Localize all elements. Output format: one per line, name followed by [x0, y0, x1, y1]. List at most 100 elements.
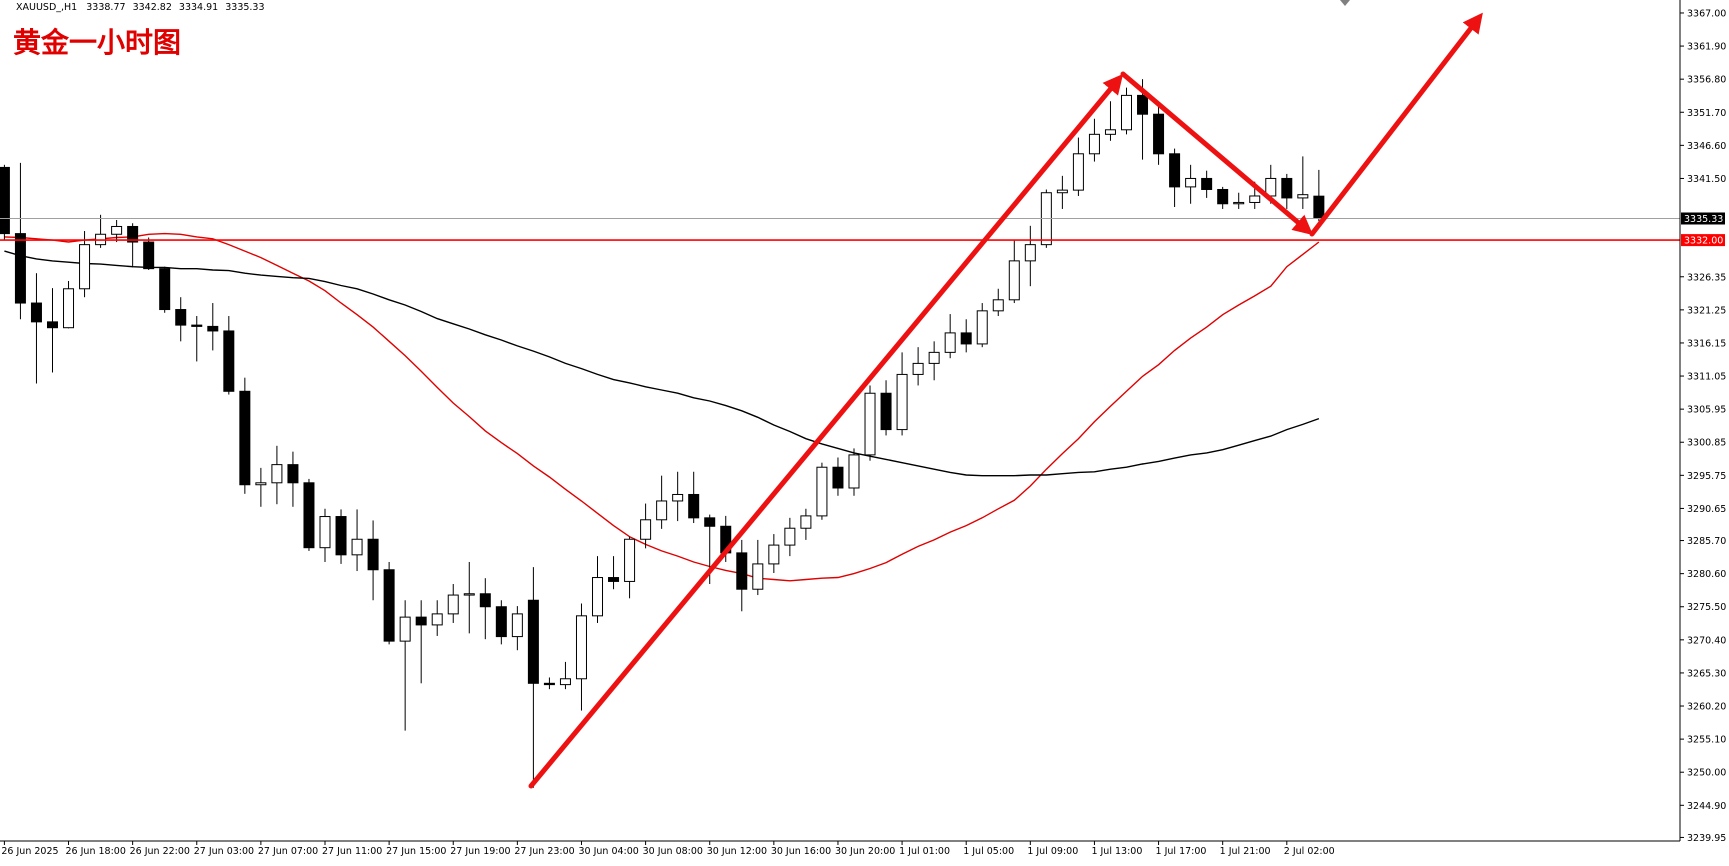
- candle-body: [367, 538, 379, 571]
- header-open: 3338.77: [86, 2, 125, 13]
- arrow-up: [528, 73, 1124, 789]
- candle-body: [335, 516, 347, 556]
- y-tick-label: 3265.30: [1687, 668, 1726, 679]
- candle-body: [415, 616, 427, 626]
- candle-body: [14, 233, 26, 304]
- candle-body: [1008, 260, 1020, 301]
- candle-body: [1153, 113, 1165, 155]
- candle-body: [1121, 94, 1132, 131]
- x-tick-label: 1 Jul 13:00: [1091, 846, 1142, 857]
- candle-body: [319, 516, 331, 549]
- candle-body: [624, 538, 636, 582]
- candle-body: [543, 682, 555, 686]
- y-tick-label: 3255.10: [1687, 735, 1726, 746]
- candle-body: [111, 225, 123, 235]
- y-tick-label: 3361.90: [1687, 42, 1726, 53]
- arrow-up-forecast: [1309, 12, 1483, 237]
- candle-body: [399, 616, 411, 642]
- x-tick-label: 26 Jun 22:00: [130, 846, 190, 857]
- candle-body: [880, 392, 892, 431]
- y-tick-label: 3280.60: [1687, 569, 1726, 580]
- candle-body: [383, 569, 395, 642]
- candle-body: [46, 321, 58, 329]
- candle-body: [736, 552, 748, 590]
- chart-header: XAUUSD_,H1 3338.77 3342.82 3334.91 3335.…: [16, 2, 265, 13]
- y-tick-label: 3356.80: [1687, 75, 1726, 86]
- x-tick-label: 30 Jun 12:00: [707, 846, 767, 857]
- candle-body: [1233, 201, 1245, 205]
- candle-body: [784, 527, 796, 546]
- candle-body: [816, 466, 828, 517]
- x-tick-label: 1 Jul 21:00: [1220, 846, 1271, 857]
- price-label-box: [1681, 212, 1725, 225]
- candle-body: [30, 302, 42, 323]
- arrow-down: [1120, 71, 1314, 236]
- candle-body: [1185, 177, 1197, 188]
- candle-body: [143, 241, 155, 270]
- moving-average-line: [4, 232, 1320, 582]
- y-tick-label: 3244.90: [1687, 801, 1726, 812]
- candle-body: [864, 392, 876, 456]
- candle-body: [848, 454, 860, 489]
- y-tick-label: 3270.40: [1687, 635, 1726, 646]
- candle-body: [992, 299, 1004, 312]
- y-tick-label: 3316.15: [1687, 338, 1726, 349]
- y-tick-label: 3326.35: [1687, 272, 1726, 283]
- symbol: XAUUSD_,H1: [16, 2, 77, 13]
- candle-body: [1281, 177, 1293, 199]
- candle-body: [559, 678, 571, 686]
- candle-body: [960, 332, 972, 345]
- price-label-box: [1681, 234, 1725, 247]
- candle-body: [447, 594, 459, 615]
- x-tick-label: 27 Jun 11:00: [322, 846, 382, 857]
- x-tick-label: 1 Jul 01:00: [899, 846, 950, 857]
- y-tick-label: 3275.50: [1687, 602, 1726, 613]
- y-tick-label: 3250.00: [1687, 768, 1726, 779]
- candle-body: [1217, 188, 1229, 205]
- candle-body: [351, 538, 363, 556]
- candle-body: [1169, 153, 1181, 188]
- x-tick-label: 1 Jul 17:00: [1156, 846, 1207, 857]
- y-tick-label: 3239.95: [1687, 833, 1726, 844]
- candle-body: [223, 330, 235, 392]
- candle-body: [896, 373, 908, 431]
- trend-arrows: [528, 12, 1483, 789]
- candle-body: [608, 577, 620, 582]
- x-tick-label: 30 Jun 16:00: [771, 846, 831, 857]
- candle-body: [1249, 195, 1261, 203]
- candle-body: [832, 466, 844, 489]
- candle-body: [0, 166, 10, 235]
- x-tick-label: 2 Jul 02:00: [1284, 846, 1335, 857]
- x-tick-label: 26 Jun 18:00: [66, 846, 126, 857]
- candle-body: [479, 593, 491, 608]
- candle-body: [752, 563, 764, 590]
- y-tick-label: 3260.20: [1687, 702, 1726, 713]
- x-tick-label: 27 Jun 15:00: [386, 846, 446, 857]
- candle-body: [1072, 153, 1084, 191]
- x-tick-label: 27 Jun 03:00: [194, 846, 254, 857]
- moving-average-line: [4, 250, 1320, 477]
- x-tick-label: 30 Jun 20:00: [835, 846, 895, 857]
- candle-body: [495, 606, 507, 638]
- candle-body: [511, 613, 523, 638]
- x-tick-label: 30 Jun 04:00: [578, 846, 638, 857]
- y-tick-label: 3367.00: [1687, 8, 1726, 19]
- candle-body: [463, 593, 475, 596]
- candle-body: [1104, 129, 1116, 135]
- candle-body: [640, 519, 652, 540]
- candle-body: [976, 310, 988, 345]
- candle-body: [79, 244, 91, 290]
- candle-body: [255, 482, 267, 486]
- price-label: 3335.33: [1684, 214, 1723, 225]
- x-tick-label: 30 Jun 08:00: [643, 846, 703, 857]
- candle-body: [768, 544, 780, 565]
- header-close: 3335.33: [225, 2, 264, 13]
- y-tick-label: 3351.70: [1687, 108, 1726, 119]
- candle-body: [1088, 133, 1100, 155]
- y-tick-label: 3311.05: [1687, 372, 1726, 383]
- x-tick-label: 1 Jul 05:00: [963, 846, 1014, 857]
- x-tick-label: 26 Jun 2025: [1, 846, 58, 857]
